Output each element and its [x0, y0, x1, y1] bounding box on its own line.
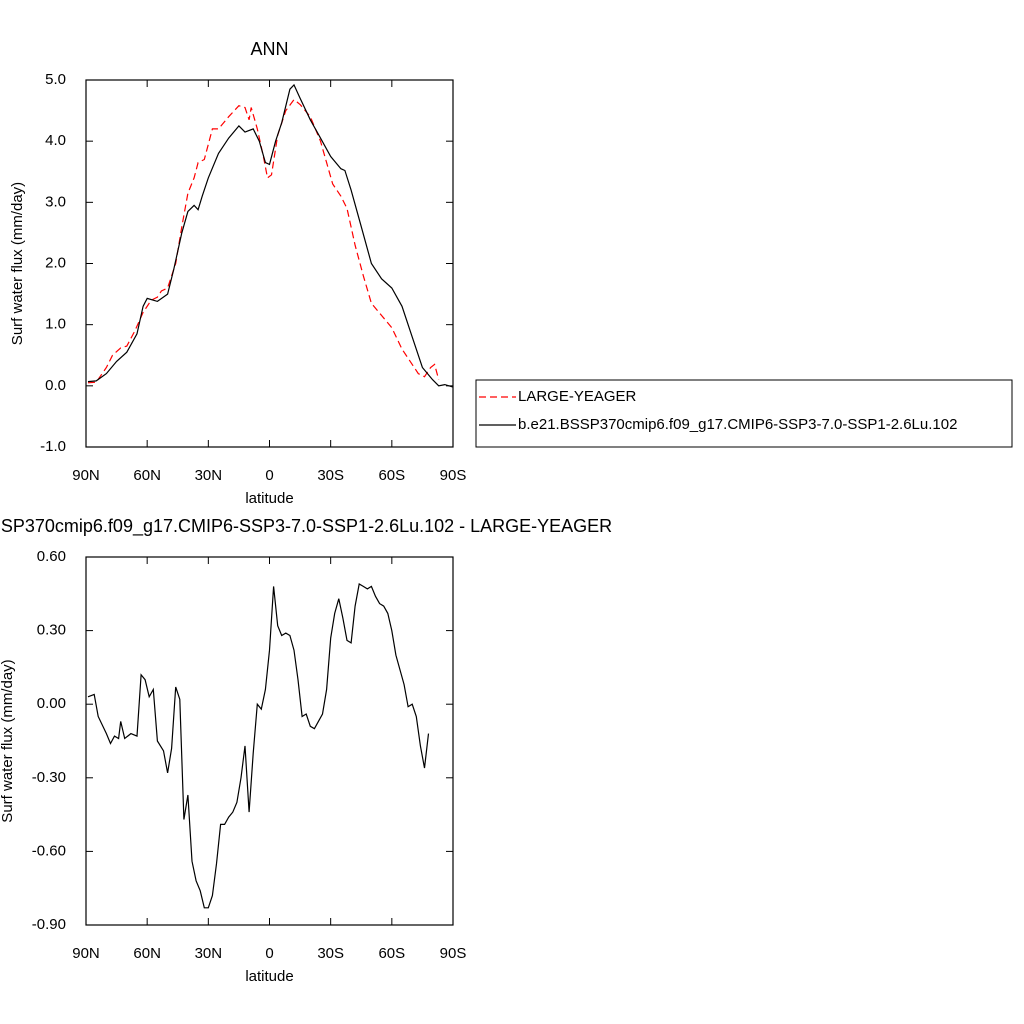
x-axis-label: latitude	[245, 968, 293, 985]
x-tick-label: 90S	[440, 945, 467, 962]
y-tick-label: 5.0	[45, 71, 66, 88]
legend-label: b.e21.BSSP370cmip6.f09_g17.CMIP6-SSP3-7.…	[518, 416, 957, 433]
y-tick-label: 0.00	[37, 695, 66, 712]
y-tick-label: 4.0	[45, 132, 66, 149]
x-tick-label: 30S	[317, 945, 344, 962]
x-tick-label: 0	[265, 945, 273, 962]
x-axis-label: latitude	[245, 490, 293, 507]
y-tick-label: 3.0	[45, 193, 66, 210]
y-tick-label: -0.90	[32, 916, 66, 933]
y-tick-label: 2.0	[45, 254, 66, 271]
chart-title: ANN	[250, 39, 288, 59]
x-tick-label: 60S	[378, 945, 405, 962]
legend-label: LARGE-YEAGER	[518, 388, 637, 405]
x-tick-label: 0	[265, 467, 273, 484]
x-tick-label: 60N	[133, 945, 161, 962]
y-tick-label: -0.30	[32, 769, 66, 786]
y-tick-label: -1.0	[40, 438, 66, 455]
chart-title: b.e21.BSSP370cmip6.f09_g17.CMIP6-SSP3-7.…	[0, 516, 612, 537]
y-tick-label: 1.0	[45, 316, 66, 333]
data-line	[87, 583, 430, 909]
x-tick-label: 90S	[440, 467, 467, 484]
x-tick-label: 90N	[72, 467, 100, 484]
y-axis-label: Surf water flux (mm/day)	[9, 182, 26, 345]
x-tick-label: 30N	[195, 945, 223, 962]
plot-frame	[85, 79, 454, 448]
x-tick-label: 30N	[195, 467, 223, 484]
y-tick-label: 0.0	[45, 377, 66, 394]
y-tick-label: 0.60	[37, 548, 66, 565]
x-tick-label: 60N	[133, 467, 161, 484]
data-line	[87, 83, 454, 388]
x-tick-label: 90N	[72, 945, 100, 962]
y-tick-label: 0.30	[37, 622, 66, 639]
y-tick-label: -0.60	[32, 842, 66, 859]
legend-box	[475, 379, 1013, 448]
y-axis-label: Surf water flux (mm/day)	[0, 659, 16, 822]
data-line	[87, 98, 440, 384]
x-tick-label: 30S	[317, 467, 344, 484]
plot-frame	[85, 556, 454, 926]
x-tick-label: 60S	[378, 467, 405, 484]
